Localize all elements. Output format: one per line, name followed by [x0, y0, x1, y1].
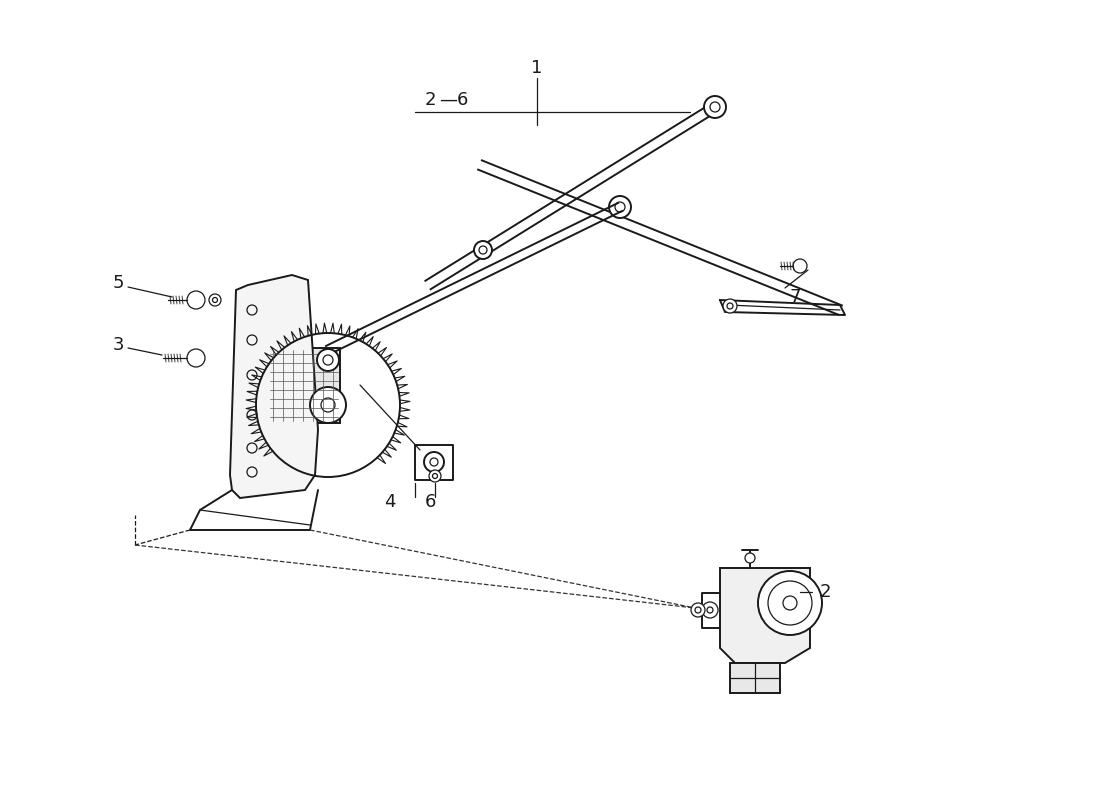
Text: 6: 6: [456, 91, 468, 109]
Circle shape: [478, 246, 487, 254]
Text: 4: 4: [384, 493, 396, 511]
Text: 6: 6: [425, 493, 436, 511]
Circle shape: [323, 355, 333, 365]
Circle shape: [212, 298, 218, 302]
Circle shape: [187, 349, 205, 367]
Circle shape: [691, 603, 705, 617]
Circle shape: [727, 303, 733, 309]
Polygon shape: [730, 663, 780, 693]
Circle shape: [609, 196, 631, 218]
Circle shape: [793, 259, 807, 273]
Circle shape: [707, 607, 713, 613]
Circle shape: [317, 349, 339, 371]
Circle shape: [702, 602, 718, 618]
Circle shape: [745, 553, 755, 563]
Text: 3: 3: [112, 336, 123, 354]
Circle shape: [474, 241, 492, 259]
Circle shape: [723, 299, 737, 313]
Circle shape: [187, 291, 205, 309]
Text: 5: 5: [112, 274, 123, 292]
Circle shape: [783, 596, 798, 610]
Circle shape: [768, 581, 812, 625]
Circle shape: [429, 470, 441, 482]
Circle shape: [704, 96, 726, 118]
Circle shape: [430, 458, 438, 466]
Circle shape: [310, 387, 346, 423]
Text: 2: 2: [425, 91, 436, 109]
Circle shape: [695, 607, 701, 613]
Polygon shape: [720, 568, 810, 663]
Circle shape: [758, 571, 822, 635]
Text: 7: 7: [790, 288, 801, 306]
Text: 2: 2: [820, 583, 830, 601]
Bar: [268, 348, 340, 423]
Polygon shape: [230, 275, 318, 498]
Circle shape: [321, 398, 336, 412]
Text: 1: 1: [531, 59, 542, 77]
Circle shape: [424, 452, 444, 472]
Circle shape: [615, 202, 625, 212]
Circle shape: [432, 474, 438, 478]
Text: —: —: [439, 91, 456, 109]
Circle shape: [710, 102, 720, 112]
Circle shape: [209, 294, 221, 306]
